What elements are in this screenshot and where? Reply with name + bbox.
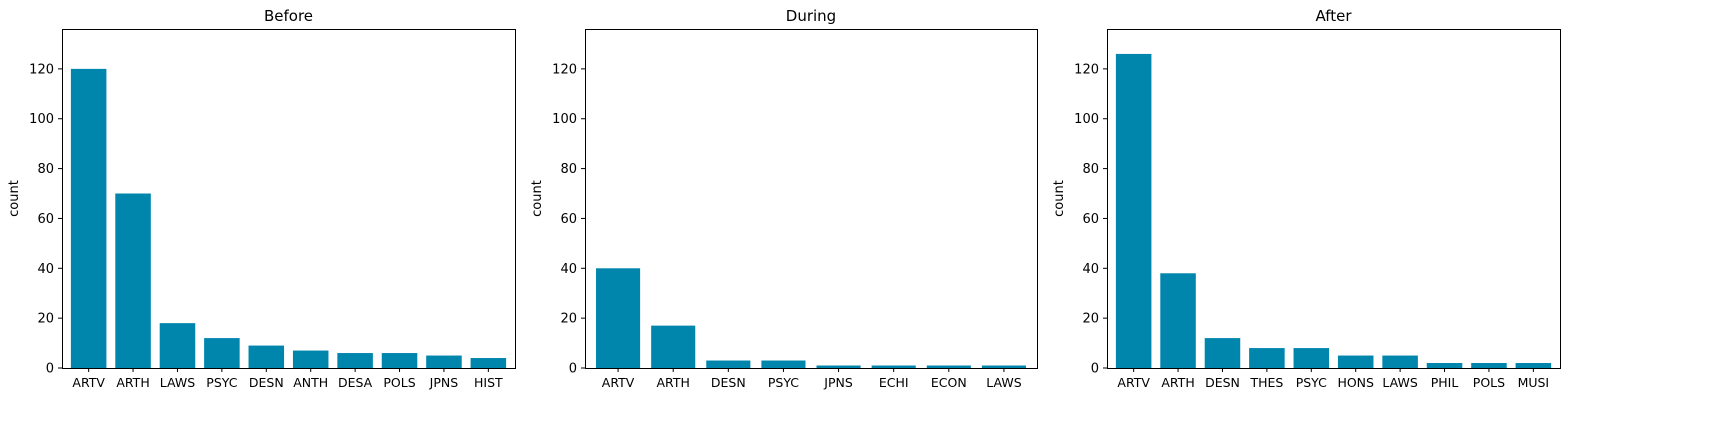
x-tick-label-psyc: PSYC: [206, 375, 237, 390]
bar-artv: [1115, 53, 1152, 369]
plot-frame: [62, 29, 516, 369]
y-tick-label: 20: [37, 312, 54, 327]
y-tick-label: 120: [29, 62, 54, 77]
x-tick-label-laws: LAWS: [986, 375, 1021, 390]
x-tick-label-hons: HONS: [1337, 375, 1374, 390]
bar-desn: [248, 345, 285, 368]
bar-psyc: [1293, 348, 1330, 368]
x-tick-label-desa: DESA: [338, 375, 373, 390]
x-tick-label-artv: ARTV: [602, 375, 635, 390]
bar-hons: [1337, 355, 1374, 368]
bar-econ: [926, 365, 971, 368]
chart-panel-after: 0 20 40 60 80 100 120 ARTV ARTH DESN THES PSYC HONS L…: [1052, 7, 1561, 390]
bar-hist: [470, 358, 507, 368]
x-tick-label-pols: POLS: [1473, 375, 1505, 390]
x-tick-label-arth: ARTH: [116, 375, 149, 390]
x-tick-label-arth: ARTH: [657, 375, 690, 390]
x-tick-label-echi: ECHI: [879, 375, 909, 390]
x-tick-label-psyc: PSYC: [768, 375, 799, 390]
x-tick-label-musi: MUSI: [1518, 375, 1550, 390]
chart-panel-before: 0 20 40 60 80 100 120 ARTV ARTH LAWS PSYC DESN ANTH D…: [7, 7, 516, 390]
y-tick-label: 40: [1082, 262, 1099, 277]
x-tick-label-laws: LAWS: [1382, 375, 1417, 390]
y-tick-label: 120: [552, 62, 577, 77]
y-axis-label: count: [7, 180, 22, 217]
bar-jpns: [816, 365, 861, 368]
x-tick-label-thes: THES: [1249, 375, 1283, 390]
y-tick-label: 40: [37, 262, 54, 277]
x-tick-label-artv: ARTV: [1117, 375, 1150, 390]
chart-title: After: [1315, 7, 1352, 25]
y-tick-label: 0: [1091, 362, 1099, 377]
bar-artv: [596, 268, 641, 368]
x-tick-label-desn: DESN: [1205, 375, 1240, 390]
bar-artv: [70, 68, 107, 368]
chart-title: Before: [264, 7, 313, 25]
x-tick-label-anth: ANTH: [293, 375, 328, 390]
y-tick-label: 100: [1074, 112, 1099, 127]
y-tick-label: 60: [560, 212, 577, 227]
y-tick-label: 0: [569, 362, 577, 377]
x-tick-label-econ: ECON: [931, 375, 967, 390]
bar-thes: [1249, 348, 1285, 368]
y-tick-label: 80: [560, 162, 577, 177]
y-tick-label: 40: [560, 262, 577, 277]
x-tick-label-desn: DESN: [711, 375, 746, 390]
bar-jpns: [426, 355, 462, 368]
y-tick-label: 20: [1082, 312, 1099, 327]
y-tick-label: 0: [46, 362, 54, 377]
y-tick-label: 100: [29, 112, 54, 127]
bar-desn: [706, 360, 751, 368]
plot-frame: [1107, 29, 1561, 369]
y-tick-label: 120: [1074, 62, 1099, 77]
bar-phil: [1426, 363, 1463, 368]
x-tick-label-arth: ARTH: [1161, 375, 1194, 390]
bar-desa: [337, 353, 373, 368]
x-tick-label-psyc: PSYC: [1296, 375, 1327, 390]
bar-arth: [1160, 273, 1196, 368]
y-tick-label: 80: [1082, 162, 1099, 177]
bar-pols: [381, 353, 418, 368]
bar-laws: [981, 365, 1026, 368]
chart-title: During: [786, 7, 836, 25]
x-tick-label-hist: HIST: [474, 375, 503, 390]
bar-psyc: [761, 360, 806, 368]
y-tick-label: 20: [560, 312, 577, 327]
bar-anth: [292, 350, 329, 368]
plot-frame: [585, 29, 1038, 369]
bar-desn: [1204, 338, 1241, 368]
y-tick-label: 100: [552, 112, 577, 127]
bar-echi: [871, 365, 916, 368]
bar-arth: [651, 325, 696, 369]
bar-laws: [159, 323, 196, 368]
bar-arth: [115, 193, 151, 368]
bar-laws: [1382, 355, 1418, 368]
y-axis-label: count: [1052, 180, 1067, 217]
bar-psyc: [204, 338, 240, 368]
x-tick-label-jpns: JPNS: [823, 375, 853, 390]
bar-pols: [1471, 363, 1507, 368]
x-tick-label-jpns: JPNS: [429, 375, 459, 390]
y-tick-label: 60: [1082, 212, 1099, 227]
bar-musi: [1515, 363, 1552, 368]
x-tick-label-artv: ARTV: [72, 375, 105, 390]
y-tick-label: 60: [37, 212, 54, 227]
x-tick-label-phil: PHIL: [1431, 375, 1459, 390]
y-axis-label: count: [530, 180, 545, 217]
y-tick-label: 80: [37, 162, 54, 177]
x-tick-label-desn: DESN: [249, 375, 284, 390]
x-tick-label-pols: POLS: [383, 375, 415, 390]
x-tick-label-laws: LAWS: [160, 375, 195, 390]
chart-panel-during: 0 20 40 60 80 100 120 ARTV ARTH DESN PSYC JPNS ECHI E…: [530, 7, 1038, 390]
